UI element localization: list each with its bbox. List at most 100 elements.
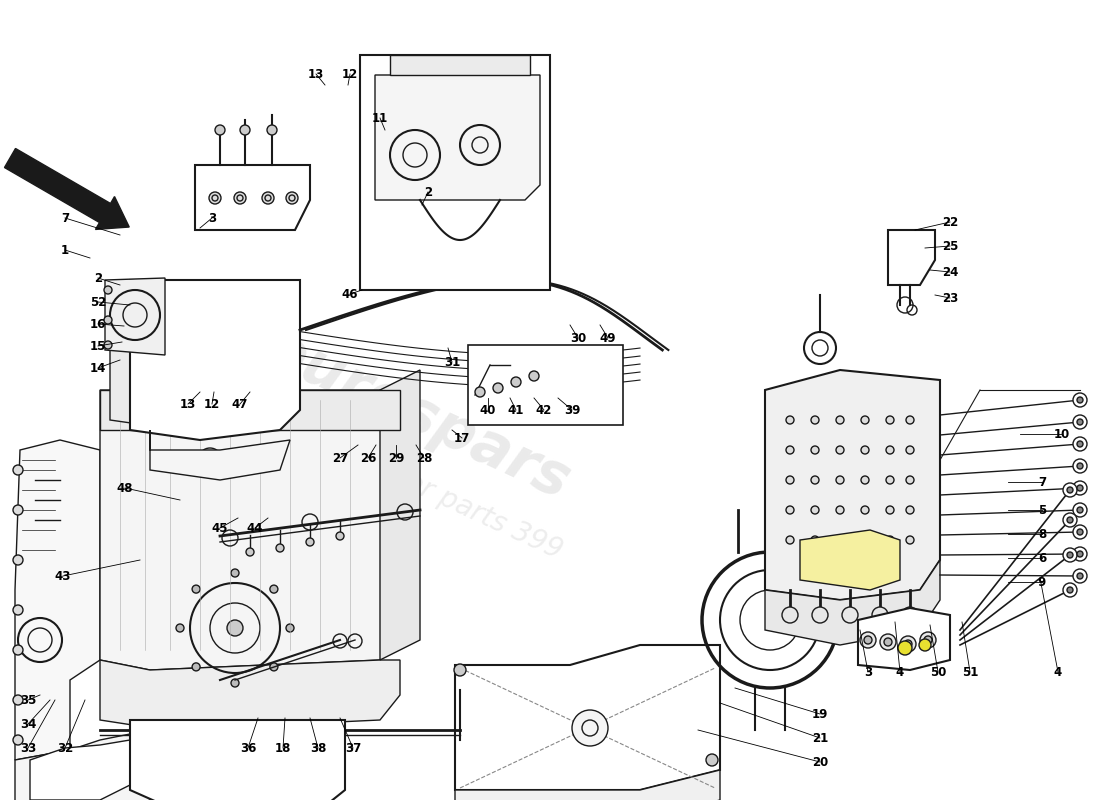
Text: 20: 20 xyxy=(812,755,828,769)
Circle shape xyxy=(811,446,819,454)
Polygon shape xyxy=(15,730,150,800)
Polygon shape xyxy=(455,645,720,790)
Text: 3: 3 xyxy=(864,666,872,678)
Text: 34: 34 xyxy=(20,718,36,730)
Polygon shape xyxy=(379,370,420,660)
Text: 18: 18 xyxy=(275,742,292,754)
Circle shape xyxy=(906,416,914,424)
Circle shape xyxy=(782,607,797,623)
Polygon shape xyxy=(100,390,400,430)
Text: 2: 2 xyxy=(424,186,432,198)
Polygon shape xyxy=(888,230,935,285)
Text: 52: 52 xyxy=(90,295,107,309)
Circle shape xyxy=(1063,513,1077,527)
Circle shape xyxy=(240,125,250,135)
Circle shape xyxy=(198,448,222,472)
Circle shape xyxy=(1077,507,1084,513)
Circle shape xyxy=(209,192,221,204)
Circle shape xyxy=(224,769,236,781)
Text: 51: 51 xyxy=(961,666,978,678)
Circle shape xyxy=(904,640,912,648)
Polygon shape xyxy=(15,440,100,760)
Circle shape xyxy=(1077,485,1084,491)
Polygon shape xyxy=(800,530,900,590)
Circle shape xyxy=(886,476,894,484)
Circle shape xyxy=(306,538,313,546)
Circle shape xyxy=(860,632,876,648)
FancyArrow shape xyxy=(4,149,129,230)
Circle shape xyxy=(924,636,932,644)
Text: 45: 45 xyxy=(211,522,229,534)
Polygon shape xyxy=(30,740,130,800)
Text: 46: 46 xyxy=(342,287,359,301)
Circle shape xyxy=(192,585,200,593)
Circle shape xyxy=(811,536,819,544)
Circle shape xyxy=(812,607,828,623)
Circle shape xyxy=(900,636,916,652)
Circle shape xyxy=(214,125,225,135)
Text: 21: 21 xyxy=(812,731,828,745)
Text: 42: 42 xyxy=(536,403,552,417)
Circle shape xyxy=(811,416,819,424)
Bar xyxy=(468,345,623,425)
Circle shape xyxy=(886,506,894,514)
Circle shape xyxy=(906,446,914,454)
Circle shape xyxy=(880,634,896,650)
Text: eurospars: eurospars xyxy=(256,321,580,511)
Circle shape xyxy=(216,761,244,789)
Circle shape xyxy=(872,607,888,623)
Circle shape xyxy=(920,632,936,648)
Circle shape xyxy=(13,465,23,475)
Text: 13: 13 xyxy=(308,67,324,81)
Circle shape xyxy=(231,569,239,577)
Circle shape xyxy=(1077,441,1084,447)
Circle shape xyxy=(1072,393,1087,407)
Text: 7: 7 xyxy=(1038,475,1046,489)
Circle shape xyxy=(886,416,894,424)
Circle shape xyxy=(104,316,112,324)
Circle shape xyxy=(836,446,844,454)
Circle shape xyxy=(836,506,844,514)
Text: 7: 7 xyxy=(60,211,69,225)
Circle shape xyxy=(286,192,298,204)
Polygon shape xyxy=(390,55,530,75)
Text: 8: 8 xyxy=(1038,527,1046,541)
Circle shape xyxy=(786,536,794,544)
Text: 16: 16 xyxy=(90,318,107,330)
Circle shape xyxy=(886,446,894,454)
Circle shape xyxy=(1067,517,1072,523)
Circle shape xyxy=(786,476,794,484)
Text: 13: 13 xyxy=(180,398,196,410)
Circle shape xyxy=(1067,587,1072,593)
Circle shape xyxy=(1072,547,1087,561)
Polygon shape xyxy=(150,430,290,480)
Circle shape xyxy=(104,286,112,294)
Circle shape xyxy=(1072,525,1087,539)
Circle shape xyxy=(454,664,466,676)
Circle shape xyxy=(861,536,869,544)
Circle shape xyxy=(1072,569,1087,583)
Circle shape xyxy=(246,548,254,556)
Circle shape xyxy=(861,476,869,484)
Text: 40: 40 xyxy=(480,403,496,417)
Circle shape xyxy=(267,125,277,135)
Circle shape xyxy=(234,192,246,204)
Text: 50: 50 xyxy=(930,666,946,678)
Text: 6: 6 xyxy=(1038,551,1046,565)
Circle shape xyxy=(13,645,23,655)
Circle shape xyxy=(811,506,819,514)
Text: 32: 32 xyxy=(57,742,73,754)
Text: 22: 22 xyxy=(942,215,958,229)
Circle shape xyxy=(1072,415,1087,429)
Circle shape xyxy=(1072,503,1087,517)
Circle shape xyxy=(13,605,23,615)
Text: 3: 3 xyxy=(208,211,216,225)
Polygon shape xyxy=(455,770,720,800)
Circle shape xyxy=(286,624,294,632)
Circle shape xyxy=(262,192,274,204)
Circle shape xyxy=(918,639,931,651)
Circle shape xyxy=(1067,552,1072,558)
Circle shape xyxy=(1072,459,1087,473)
Circle shape xyxy=(842,607,858,623)
Polygon shape xyxy=(764,370,940,600)
